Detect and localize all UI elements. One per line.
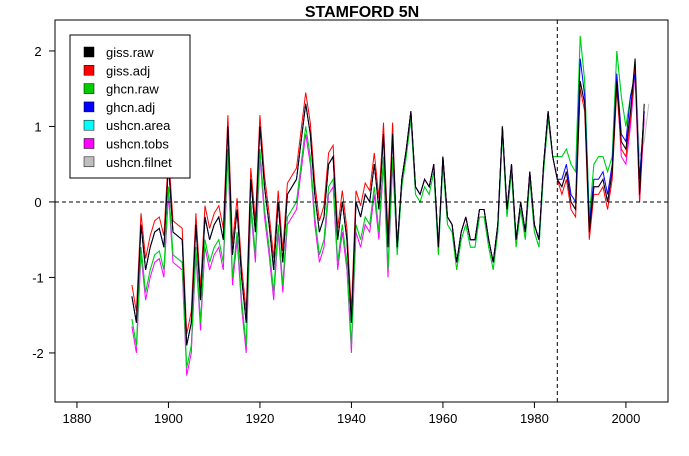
y-axis: -2 -1 0 1 2 (32, 44, 55, 361)
legend-swatch (83, 46, 95, 58)
legend-swatch (83, 138, 95, 149)
y-tick-label: -1 (32, 270, 44, 285)
series-line-giss-adj (131, 66, 645, 335)
legend-swatch (83, 101, 95, 113)
series-layer (131, 35, 650, 376)
x-tick-label: 1920 (245, 411, 274, 426)
x-axis: 1880 1900 1920 1940 1960 1980 2000 (62, 402, 640, 426)
x-tick-label: 1980 (520, 411, 549, 426)
x-tick-label: 1880 (62, 411, 91, 426)
legend-label: ghcn.raw (106, 82, 159, 97)
legend-label: ushcn.tobs (106, 137, 169, 152)
y-tick-label: 2 (34, 44, 41, 59)
x-tick-label: 1960 (428, 411, 457, 426)
y-tick-label: -2 (32, 346, 44, 361)
chart-title: STAMFORD 5N (305, 4, 419, 21)
legend-swatch (83, 119, 95, 131)
legend-label: ushcn.area (106, 118, 171, 133)
legend: giss.raw giss.adj ghcn.raw ghcn.adj ushcn.ar… (69, 34, 191, 179)
plot-frame (54, 19, 669, 403)
y-tick-label: 1 (34, 119, 41, 134)
legend-swatch (83, 83, 95, 94)
legend-label: giss.adj (106, 63, 150, 78)
legend-label: giss.raw (106, 45, 154, 60)
legend-swatch (83, 65, 95, 76)
reference-lines (55, 20, 668, 402)
x-tick-label: 1940 (337, 411, 366, 426)
legend-label: ushcn.filnet (106, 155, 172, 170)
x-tick-label: 2000 (611, 411, 640, 426)
series-line-ghcn-raw (131, 35, 645, 369)
series-line-giss-raw (131, 58, 645, 346)
x-tick-label: 1900 (154, 411, 183, 426)
legend-swatch (83, 156, 95, 168)
y-tick-label: 0 (34, 195, 41, 210)
legend-label: ghcn.adj (106, 100, 155, 115)
